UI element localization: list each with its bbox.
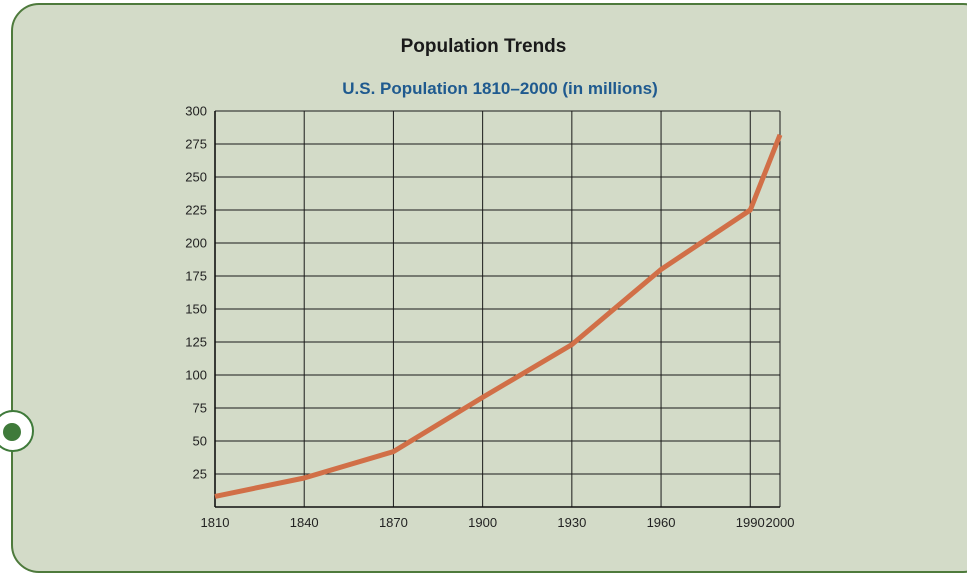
x-tick-label-1870: 1870: [379, 515, 408, 530]
y-tick-label-225: 225: [185, 203, 207, 218]
x-tick-label-2000: 2000: [766, 515, 795, 530]
y-tick-label-300: 300: [185, 104, 207, 119]
y-tick-label-275: 275: [185, 137, 207, 152]
x-tick-label-1990: 1990: [736, 515, 765, 530]
y-tick-label-150: 150: [185, 302, 207, 317]
y-tick-label-175: 175: [185, 269, 207, 284]
series-line-0: [215, 135, 780, 497]
x-tick-label-1900: 1900: [468, 515, 497, 530]
grid-layer: [215, 111, 780, 507]
x-tick-label-1810: 1810: [201, 515, 230, 530]
y-tick-label-75: 75: [193, 401, 207, 416]
y-tick-label-125: 125: [185, 335, 207, 350]
x-tick-label-1960: 1960: [647, 515, 676, 530]
y-tick-label-250: 250: [185, 170, 207, 185]
series-layer: [215, 135, 780, 497]
y-tick-label-200: 200: [185, 236, 207, 251]
x-tick-label-1930: 1930: [557, 515, 586, 530]
population-line-chart: 25 50 75 100 125 150 175 200 225 250 275 300 1810 184…: [0, 0, 967, 547]
tick-label-layer: 25 50 75 100 125 150 175 200 225 250 275 300 1810 184…: [185, 104, 794, 531]
y-tick-label-25: 25: [193, 467, 207, 482]
x-tick-label-1840: 1840: [290, 515, 319, 530]
y-tick-label-50: 50: [193, 434, 207, 449]
y-tick-label-100: 100: [185, 368, 207, 383]
